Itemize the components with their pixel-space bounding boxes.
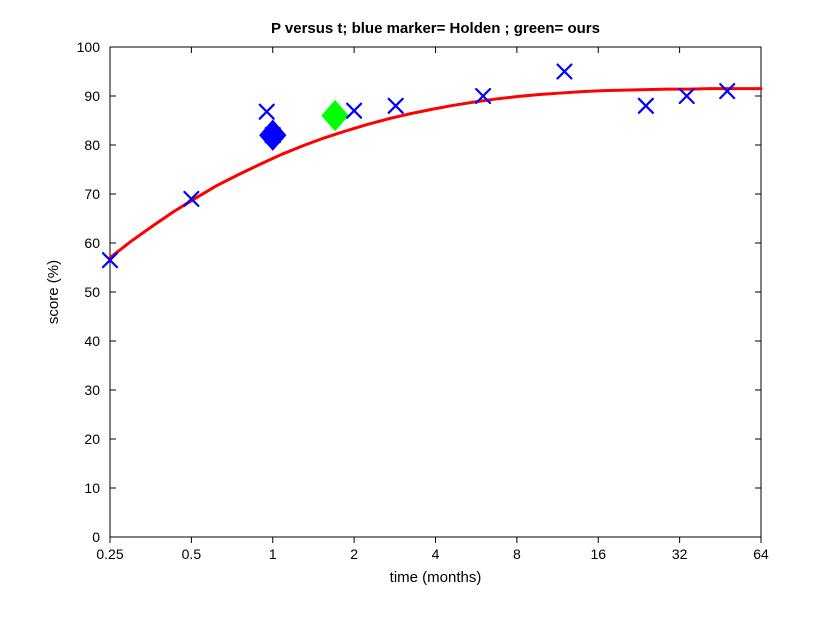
y-tick-label: 70	[84, 186, 100, 202]
y-tick-label: 50	[84, 284, 100, 300]
y-tick-label: 30	[84, 382, 100, 398]
x-tick-label: 0.5	[182, 546, 202, 562]
x-tick-label: 0.25	[96, 546, 123, 562]
chart-svg: 0.25 0.5 1 2 4 8 16 32 64 0 10 20 30 40 50 60 70 80 90 100 t…	[0, 0, 840, 630]
x-axis-label: time (months)	[390, 569, 482, 586]
y-tick-label: 60	[84, 235, 100, 251]
plot-background	[110, 47, 761, 537]
y-tick-label: 0	[92, 529, 100, 545]
y-axis-label: score (%)	[45, 260, 62, 324]
x-tick-label: 1	[269, 546, 277, 562]
y-tick-label: 40	[84, 333, 100, 349]
y-tick-label: 90	[84, 88, 100, 104]
chart-title: P versus t; blue marker= Holden ; green=…	[271, 20, 600, 37]
y-tick-label: 100	[77, 39, 101, 55]
x-tick-label: 4	[432, 546, 440, 562]
x-tick-label: 8	[513, 546, 521, 562]
y-tick-label: 80	[84, 137, 100, 153]
y-tick-label: 20	[84, 431, 100, 447]
x-tick-label: 64	[753, 546, 769, 562]
x-tick-label: 32	[672, 546, 688, 562]
y-tick-label: 10	[84, 480, 100, 496]
chart-container: 0.25 0.5 1 2 4 8 16 32 64 0 10 20 30 40 50 60 70 80 90 100 t…	[0, 0, 840, 630]
x-tick-label: 2	[350, 546, 358, 562]
x-tick-label: 16	[590, 546, 606, 562]
